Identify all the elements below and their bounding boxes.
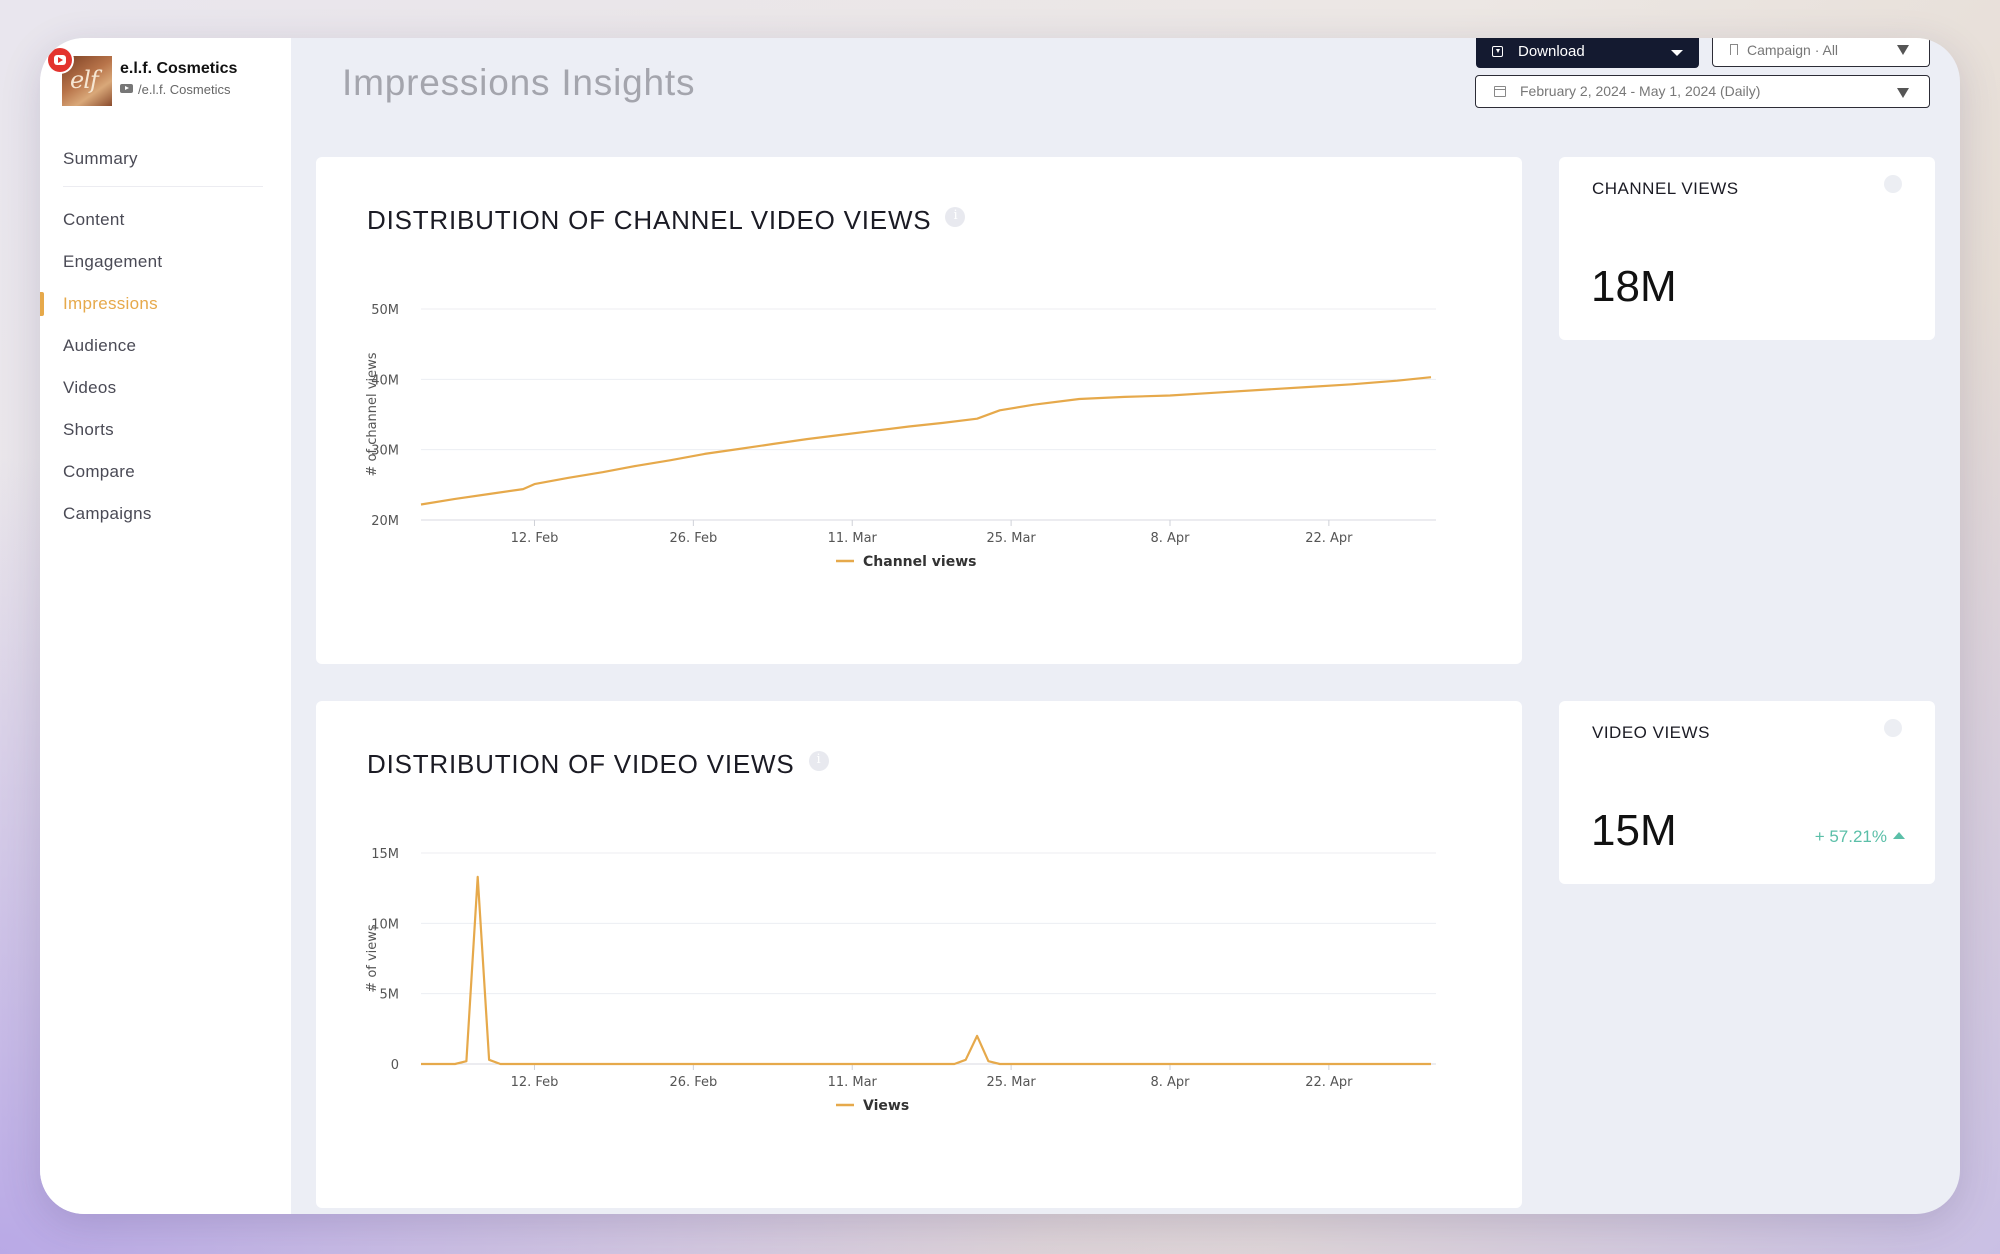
arrow-up-icon (1893, 832, 1905, 839)
x-tick-label: 8. Apr (1150, 531, 1190, 546)
y-tick-label: 30M (371, 444, 399, 459)
y-tick-label: 5M (380, 988, 400, 1003)
download-button[interactable]: Download (1476, 38, 1699, 68)
video-views-chart: 0 5M 10M 15M 12. Feb 26. Feb 11. Mar 25. Mar 8. … (365, 847, 1436, 1114)
chart-title: DISTRIBUTION OF VIDEO VIEWS (367, 749, 829, 780)
series-line (421, 875, 1431, 1066)
x-tick-label: 8. Apr (1150, 1075, 1190, 1090)
campaign-select-value: Campaign · All (1747, 42, 1839, 58)
campaign-select[interactable]: Campaign · All (1712, 38, 1930, 67)
legend-label: Views (863, 1098, 909, 1114)
download-icon (1492, 46, 1503, 57)
channel-views-stat-card: CHANNEL VIEWS 18M (1559, 157, 1935, 340)
stat-change-text: + 57.21% (1814, 827, 1887, 846)
page-title: Impressions Insights (342, 62, 696, 103)
stat-label: VIDEO VIEWS (1592, 723, 1710, 742)
dropdown-arrow-icon (1897, 45, 1909, 55)
chevron-down-icon (1671, 50, 1683, 56)
y-axis-label: # of views (365, 924, 380, 993)
calendar-icon (1494, 86, 1506, 97)
x-tick-label: 26. Feb (669, 1075, 717, 1090)
channel-avatar: elf (62, 56, 112, 106)
sidebar-nav: Summary Content Engagement Impressions A… (40, 138, 291, 535)
date-range-value: February 2, 2024 - May 1, 2024 (Daily) (1520, 83, 1761, 99)
x-tick-label: 12. Feb (511, 531, 559, 546)
x-tick-label: 25. Mar (986, 531, 1036, 546)
chart-title-text: DISTRIBUTION OF VIDEO VIEWS (367, 749, 795, 779)
sidebar-item-engagement[interactable]: Engagement (63, 252, 163, 271)
x-tick-label: 22. Apr (1305, 531, 1353, 546)
x-tick-label: 11. Mar (828, 531, 878, 546)
sidebar-item-compare[interactable]: Compare (63, 462, 136, 481)
sidebar-item-content[interactable]: Content (63, 210, 125, 229)
info-icon[interactable] (808, 751, 829, 771)
youtube-icon (48, 48, 72, 72)
chart-title-text: DISTRIBUTION OF CHANNEL VIDEO VIEWS (367, 205, 932, 235)
sidebar-item-shorts[interactable]: Shorts (63, 420, 114, 439)
channel-handle-text: /e.l.f. Cosmetics (138, 82, 231, 97)
channel-name: e.l.f. Cosmetics (120, 60, 238, 77)
channel-profile[interactable]: elf e.l.f. Cosmetics /e.l.f. Cosmetics (48, 48, 282, 116)
download-label: Download (1518, 43, 1585, 60)
sidebar-item-campaigns[interactable]: Campaigns (63, 504, 152, 523)
stat-label: CHANNEL VIEWS (1592, 179, 1739, 198)
chart-title: DISTRIBUTION OF CHANNEL VIDEO VIEWS (367, 205, 966, 236)
date-range-select[interactable]: February 2, 2024 - May 1, 2024 (Daily) (1475, 75, 1930, 108)
y-tick-label: 20M (371, 514, 399, 529)
dropdown-arrow-icon (1897, 88, 1909, 98)
x-tick-label: 22. Apr (1305, 1075, 1353, 1090)
stat-value: 18M (1591, 262, 1677, 311)
youtube-small-icon (120, 84, 133, 93)
channel-handle: /e.l.f. Cosmetics (120, 82, 230, 97)
video-views-stat-card: VIDEO VIEWS 15M + 57.21% (1559, 701, 1935, 884)
nav-divider (63, 186, 263, 187)
y-tick-label: 50M (371, 303, 399, 318)
sidebar-item-videos[interactable]: Videos (63, 378, 117, 397)
sidebar-item-audience[interactable]: Audience (63, 336, 137, 355)
y-tick-label: 40M (371, 373, 399, 388)
x-tick-label: 26. Feb (669, 531, 717, 546)
app-window: elf e.l.f. Cosmetics /e.l.f. Cosmetics S… (40, 38, 1960, 1214)
info-icon[interactable] (1884, 719, 1902, 737)
series-line (420, 376, 1432, 506)
info-icon[interactable] (945, 207, 966, 227)
stat-change: + 57.21% (1815, 827, 1905, 847)
stat-value: 15M (1591, 806, 1677, 855)
channel-views-chart-card: DISTRIBUTION OF CHANNEL VIDEO VIEWS 20M 3… (316, 157, 1522, 664)
x-tick-label: 11. Mar (828, 1075, 878, 1090)
video-views-chart-card: DISTRIBUTION OF VIDEO VIEWS 0 5M 10M 15M 12.… (316, 701, 1522, 1208)
info-icon[interactable] (1884, 175, 1902, 193)
y-tick-label: 15M (371, 847, 399, 862)
sidebar-item-summary[interactable]: Summary (63, 149, 138, 168)
channel-views-chart: 20M 30M 40M 50M 12. Feb 26. Feb 11. Mar 25. Mar… (365, 303, 1436, 570)
y-axis-label: # of channel views (365, 352, 380, 476)
y-tick-label: 0 (391, 1058, 399, 1073)
sidebar-item-impressions[interactable]: Impressions (40, 283, 291, 325)
x-tick-label: 12. Feb (511, 1075, 559, 1090)
x-tick-label: 25. Mar (986, 1075, 1036, 1090)
y-tick-label: 10M (371, 917, 399, 932)
sidebar: elf e.l.f. Cosmetics /e.l.f. Cosmetics S… (40, 38, 291, 1214)
main-content: Impressions Insights Download Campaign ·… (291, 38, 1960, 1214)
bookmark-icon (1730, 44, 1738, 55)
avatar-logo-text: elf (70, 66, 99, 94)
legend-label: Channel views (863, 554, 976, 570)
